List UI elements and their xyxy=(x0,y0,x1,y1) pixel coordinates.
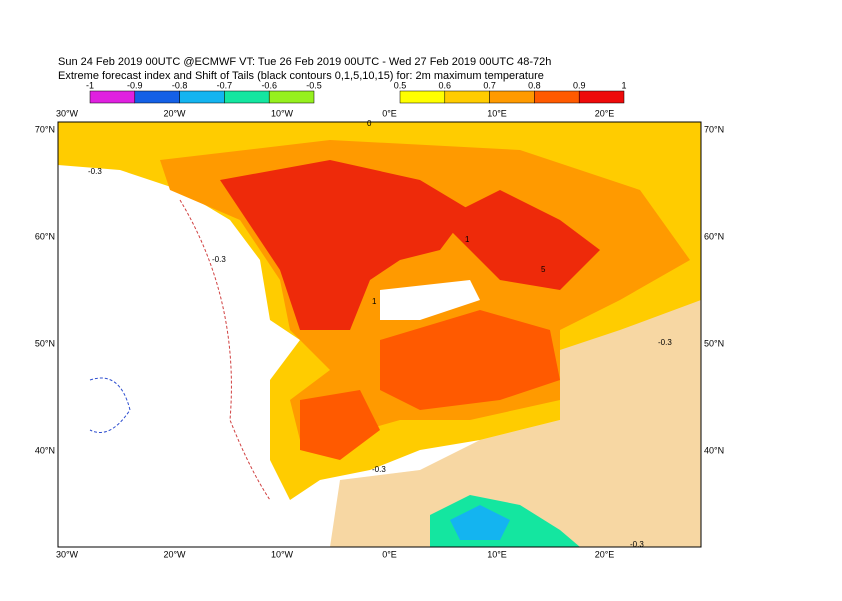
colorbar-swatch xyxy=(578,90,625,104)
colorbar-label: 0.8 xyxy=(528,80,541,90)
colorbar-swatch xyxy=(489,90,535,104)
latitude-label: 50°N xyxy=(704,338,724,348)
colorbar-label: 1 xyxy=(621,80,626,90)
colorbar-swatch xyxy=(134,90,180,104)
longitude-label: 0°E xyxy=(382,108,397,118)
title-line: Extreme forecast index and Shift of Tail… xyxy=(58,70,544,82)
contour xyxy=(179,199,271,501)
latitude-label: 50°N xyxy=(35,338,55,348)
colorbar-swatch xyxy=(268,90,315,104)
colorbar-label: 0.7 xyxy=(483,80,496,90)
longitude-label: 20°W xyxy=(163,108,186,118)
contour-label: -0.3 xyxy=(372,465,386,474)
longitude-label: 20°W xyxy=(163,549,186,559)
anomaly-area xyxy=(450,505,510,540)
longitude-label: 10°W xyxy=(271,549,294,559)
colorbar-label: 0.6 xyxy=(439,80,452,90)
contour-label: 0 xyxy=(367,119,372,128)
colorbar-label: 0.9 xyxy=(573,80,586,90)
longitude-label: 20°E xyxy=(595,108,615,118)
colorbar-label: 0.5 xyxy=(394,80,407,90)
longitude-label: 10°E xyxy=(487,549,507,559)
anomaly-area xyxy=(300,390,380,460)
contour-label: -0.3 xyxy=(658,338,672,347)
colorbar-swatch xyxy=(399,90,446,104)
sea xyxy=(380,280,480,320)
colorbar-label: -0.6 xyxy=(261,80,277,90)
colorbar-label: -0.7 xyxy=(217,80,233,90)
latitude-label: 70°N xyxy=(35,124,55,134)
latitude-label: 60°N xyxy=(35,231,55,241)
longitude-label: 10°E xyxy=(487,108,507,118)
colorbar-negative: -1 -0.9 -0.8 -0.7 -0.6 -0.5 xyxy=(86,80,322,104)
map-frame xyxy=(57,121,702,548)
anomaly-area xyxy=(440,190,600,290)
longitude-label: 10°W xyxy=(271,108,294,118)
colorbar-label: -0.8 xyxy=(172,80,188,90)
title-line: Sun 24 Feb 2019 00UTC @ECMWF VT: Tue 26 … xyxy=(58,56,551,68)
colorbar-positive: 0.5 0.6 0.7 0.8 0.9 1 xyxy=(394,80,627,104)
anomaly-area xyxy=(380,310,560,410)
latitude-label: 40°N xyxy=(704,445,724,455)
contour-label: -0.3 xyxy=(630,540,644,549)
longitude-label: 20°E xyxy=(595,549,615,559)
colorbar-label: -0.5 xyxy=(306,80,322,90)
colorbar-label: -0.9 xyxy=(127,80,143,90)
longitude-label: 30°W xyxy=(56,108,79,118)
latitude-label: 40°N xyxy=(35,445,55,455)
contour-label: 5 xyxy=(541,265,546,274)
anomaly-area xyxy=(220,160,470,330)
latitude-label: 60°N xyxy=(704,231,724,241)
contour xyxy=(89,377,131,433)
colorbar-swatch xyxy=(89,90,136,104)
colorbar-label: -1 xyxy=(86,80,94,90)
longitude-label: 30°W xyxy=(56,549,79,559)
contour-label: -0.3 xyxy=(88,167,102,176)
graticule-labels: 30°W 30°W 20°W 20°W 10°W 10°W 0°E 0°E 10°E 10°E 20… xyxy=(35,108,724,559)
colorbar-swatch xyxy=(534,90,580,104)
colorbar-swatch xyxy=(444,90,490,104)
colorbar-swatch xyxy=(224,90,270,104)
contour-label: -0.3 xyxy=(212,255,226,264)
colorbar-swatch xyxy=(179,90,225,104)
contour-label: 1 xyxy=(372,297,377,306)
latitude-label: 70°N xyxy=(704,124,724,134)
contour-label: 1 xyxy=(465,235,470,244)
longitude-label: 0°E xyxy=(382,549,397,559)
map: -0.3 -0.3 -0.3 -0.3 -0.3 0 1 1 5 xyxy=(57,119,702,549)
